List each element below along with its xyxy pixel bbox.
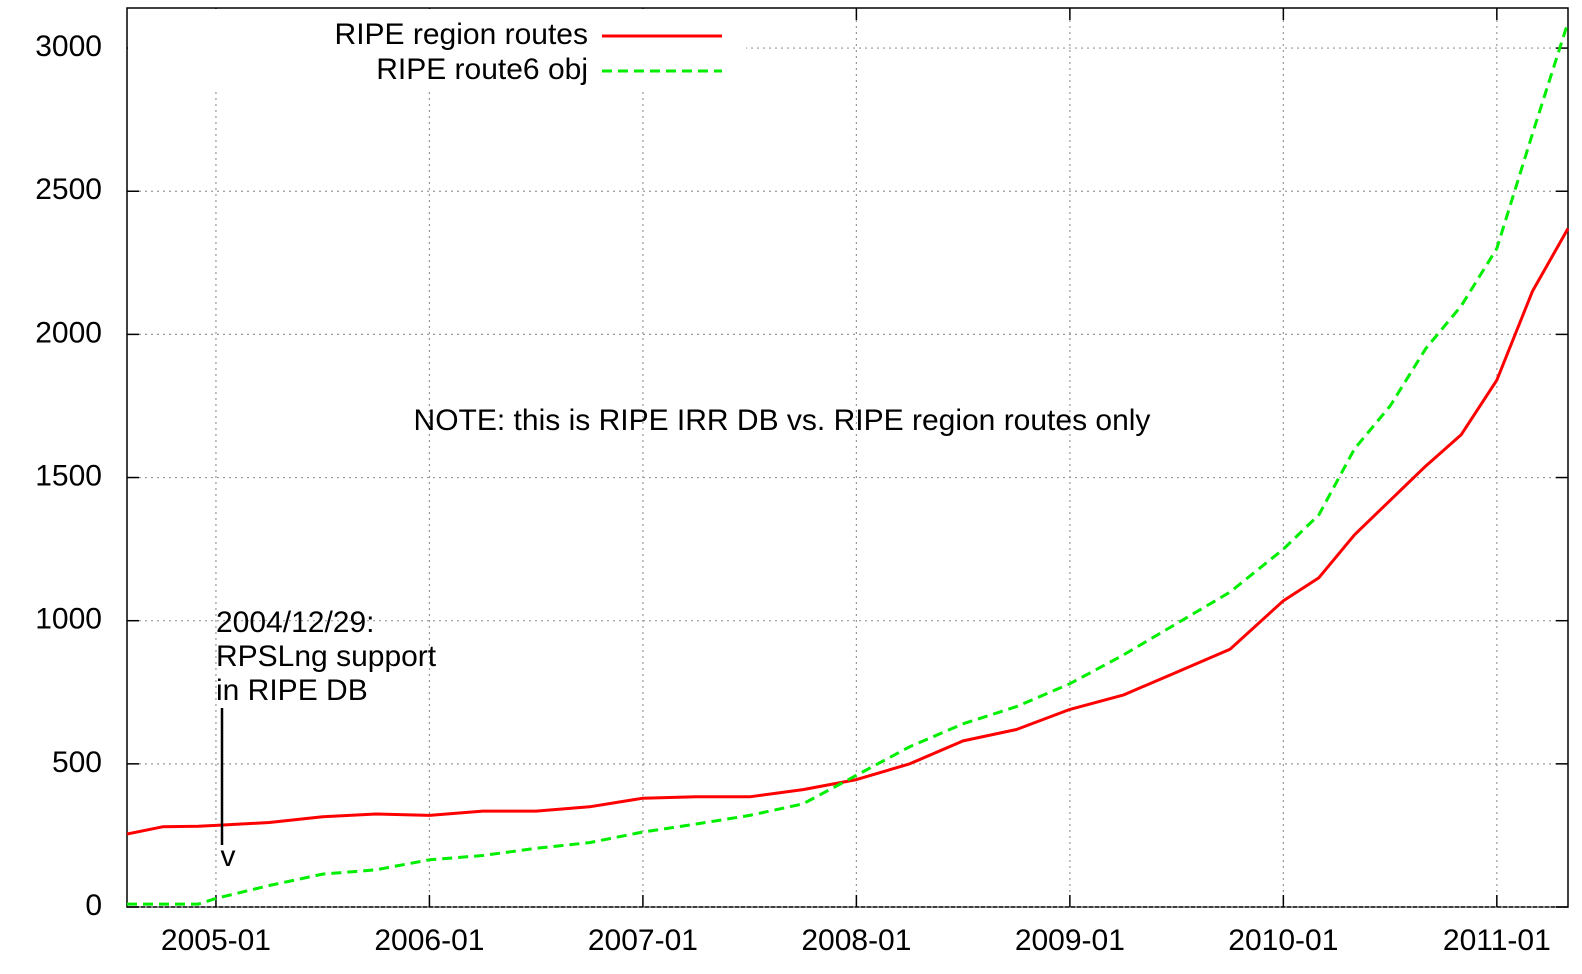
y-tick-label: 500 [52, 746, 102, 779]
x-tick-label: 2007-01 [588, 924, 698, 957]
y-tick-label: 1000 [35, 603, 102, 636]
x-tick-label: 2005-01 [161, 924, 271, 957]
event-label: 2004/12/29: [216, 606, 374, 639]
event-label: RPSLng support [216, 640, 437, 673]
x-tick-label: 2010-01 [1228, 924, 1338, 957]
y-tick-label: 3000 [35, 30, 102, 63]
y-tick-label: 2000 [35, 316, 102, 349]
note: NOTE: this is RIPE IRR DB vs. RIPE regio… [414, 404, 1151, 437]
legend-label: RIPE region routes [335, 18, 588, 51]
series-line [126, 227, 1570, 836]
x-tick-label: 2006-01 [374, 924, 484, 957]
y-tick-label: 0 [85, 889, 102, 922]
y-tick-label: 2500 [35, 173, 102, 206]
series-line [127, 21, 1570, 906]
x-tick-label: 2011-01 [1443, 924, 1551, 957]
event-arrow-head: v [221, 840, 236, 873]
legend-box [128, 9, 746, 89]
grid [127, 8, 1568, 908]
x-tick-label: 2009-01 [1015, 924, 1125, 957]
plot-frame [126, 7, 1569, 908]
x-tick-label: 2008-01 [801, 924, 911, 957]
y-tick-label: 1500 [35, 459, 102, 492]
legend-label: RIPE route6 obj [376, 53, 588, 86]
event-label: in RIPE DB [216, 674, 368, 707]
